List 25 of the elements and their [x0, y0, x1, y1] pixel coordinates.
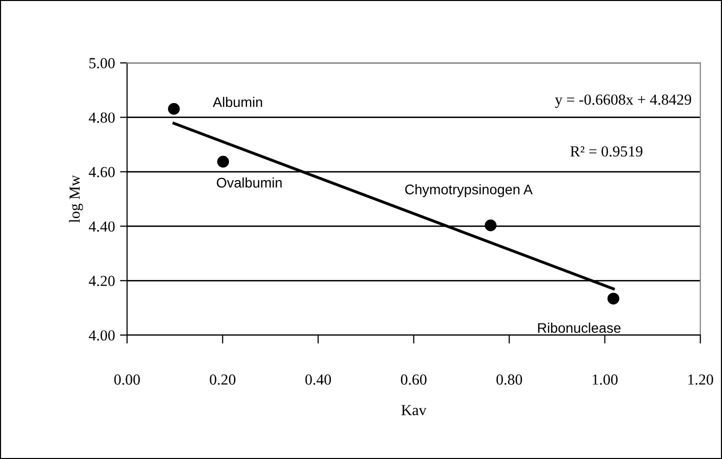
y-tick-label: 4.00	[88, 330, 115, 341]
y-tick-label: 4.60	[88, 166, 115, 178]
y-tick-label: 4.40	[88, 221, 115, 232]
annotation: Ovalbumin	[216, 177, 282, 188]
x-tick-label: 0.00	[114, 374, 140, 385]
x-axis-title: Kav	[401, 405, 426, 416]
x-tick-label: 1.00	[592, 374, 618, 385]
x-tick-label: 1.20	[688, 374, 714, 385]
x-tick-label: 0.60	[400, 374, 426, 385]
y-tick-label: 4.80	[88, 112, 115, 123]
x-tick-label: 0.40	[305, 374, 331, 385]
x-tick-label: 0.20	[210, 374, 236, 385]
annotation: y = -0.6608x + 4.8429	[555, 94, 692, 108]
y-tick-label: 4.20	[88, 276, 115, 286]
x-tick-label: 0.80	[496, 374, 522, 385]
annotation: Ribonuclease	[538, 322, 621, 333]
y-tick-label: 5.00	[89, 58, 115, 68]
annotation: Albumin	[212, 96, 262, 108]
annotation: Chymotrypsinogen A	[405, 184, 533, 198]
point	[217, 156, 229, 168]
point	[168, 102, 180, 115]
annotation: R² = 0.9519	[570, 146, 642, 157]
y-axis-title: log Mw	[69, 175, 83, 223]
point	[484, 219, 497, 232]
point	[607, 292, 620, 304]
